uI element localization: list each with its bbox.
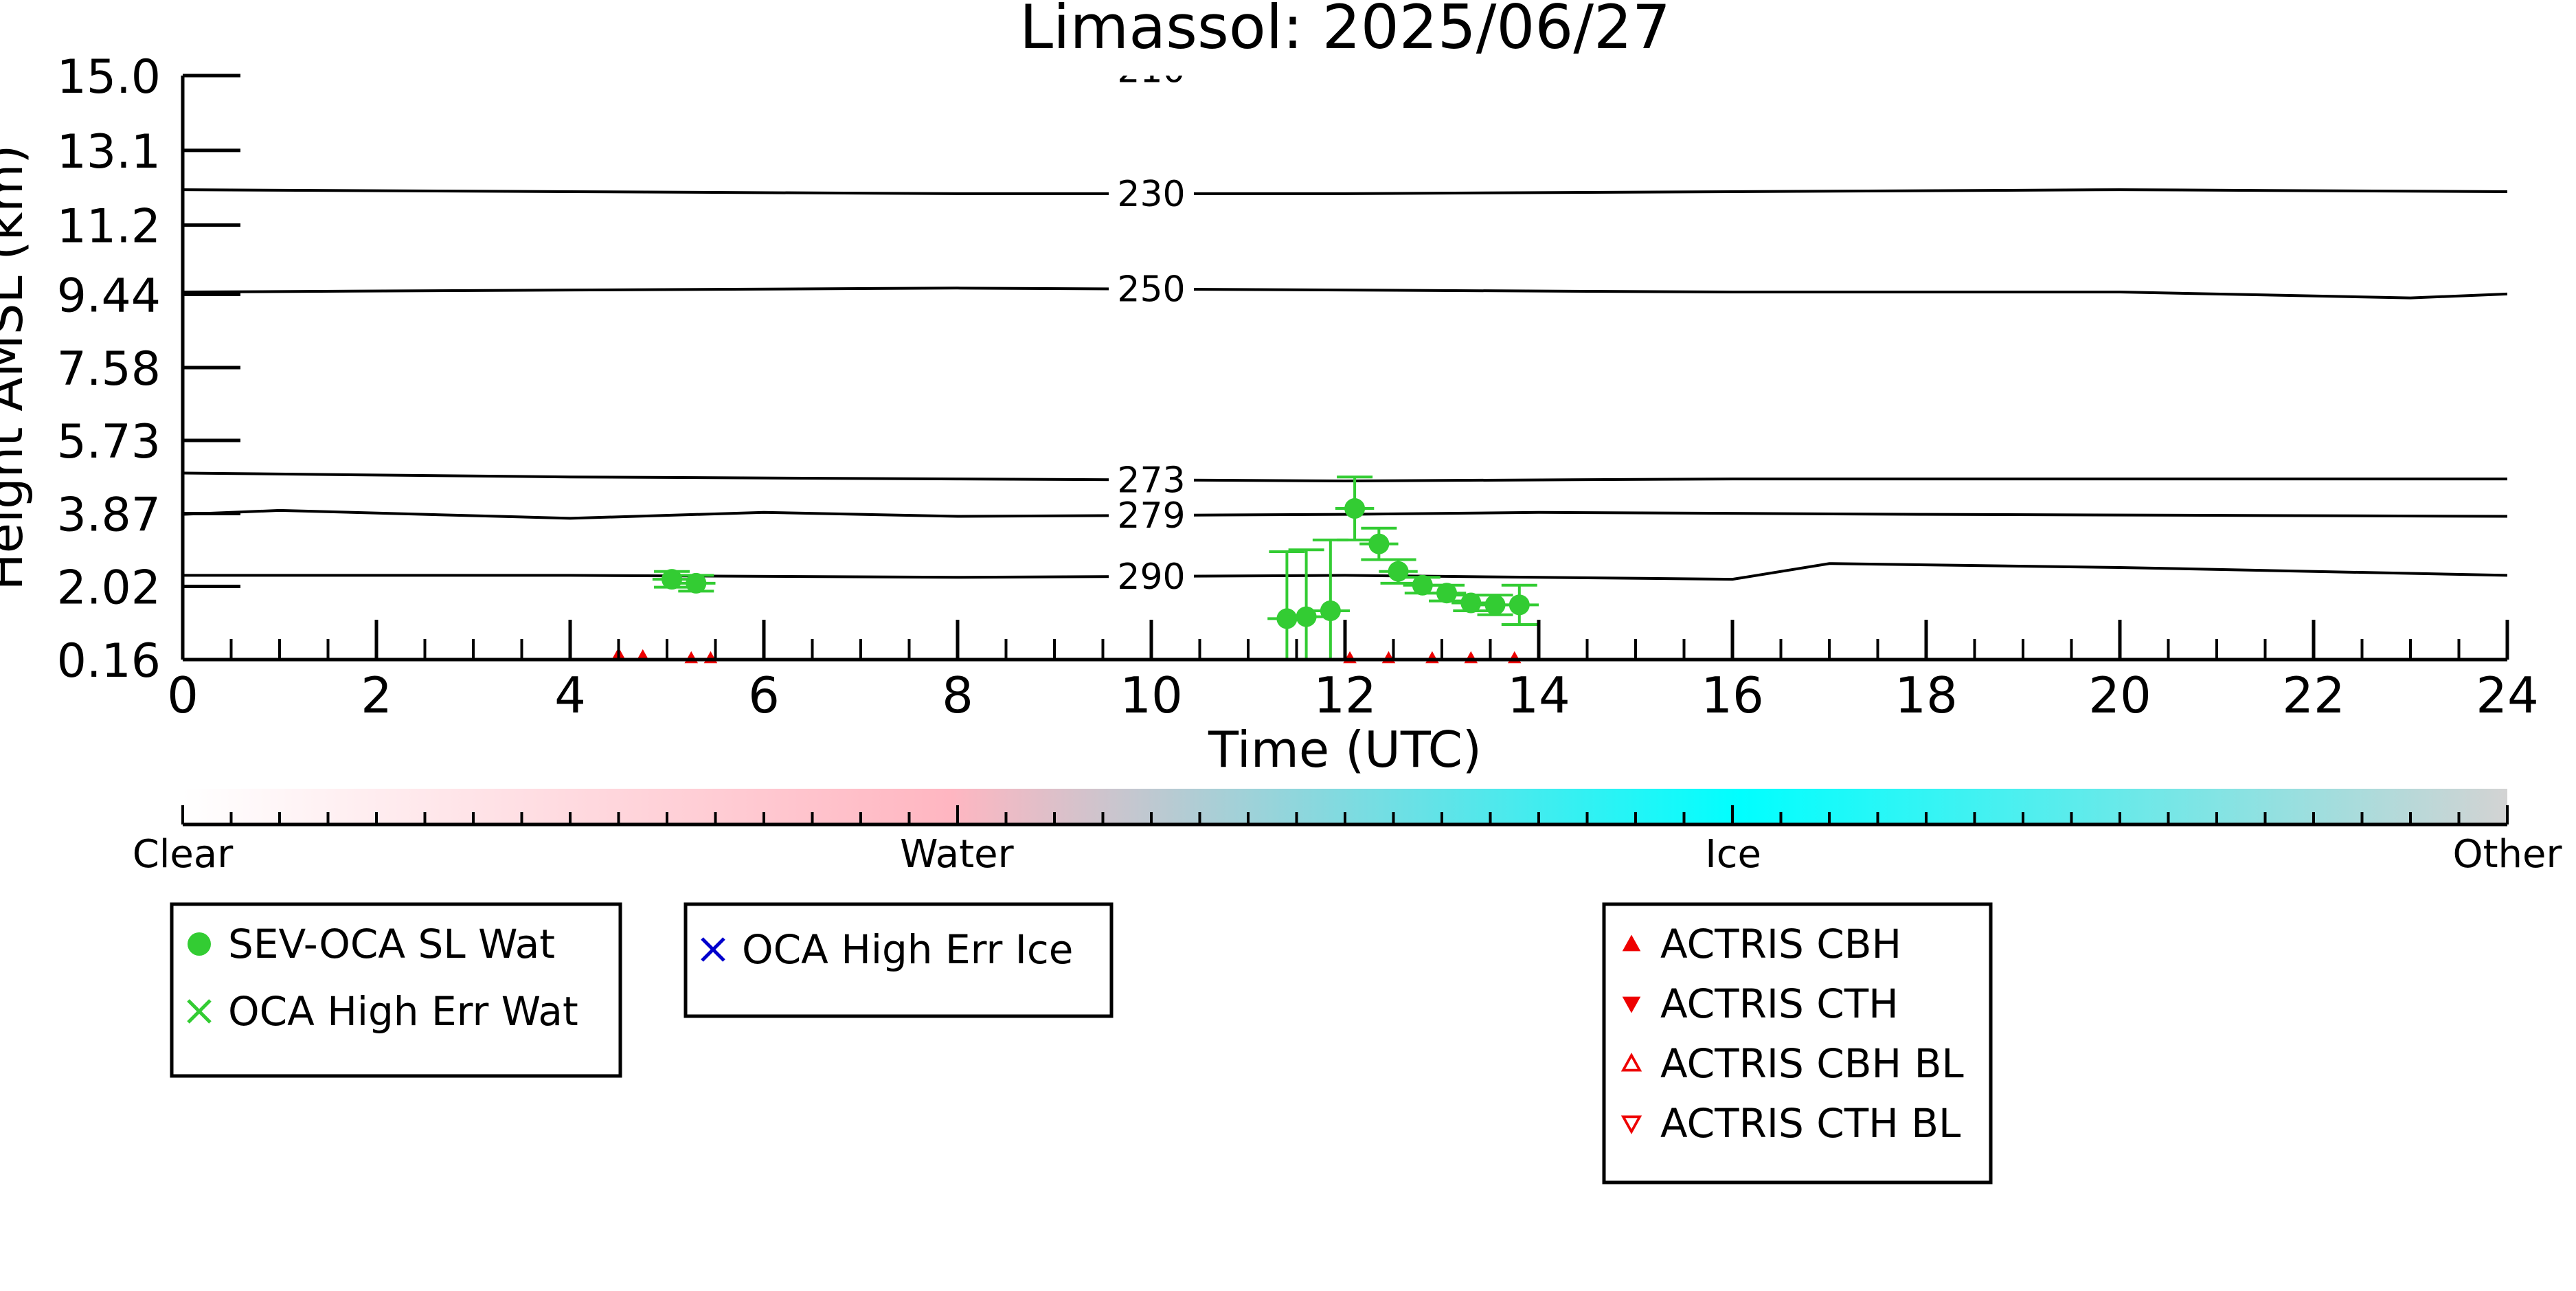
data-point [1276, 608, 1298, 629]
isotherm-line [183, 471, 2507, 482]
data-point [1509, 594, 1530, 616]
legend-label: OCA High Err Wat [228, 988, 578, 1035]
legend-frame [1602, 902, 1993, 1185]
chart-title: Limassol: 2025/06/27 [1019, 0, 1671, 63]
isotherm-line [183, 508, 2507, 520]
legend-frame [170, 902, 622, 1078]
isotherm-label-bg [1109, 76, 1194, 88]
isotherm-label: 290 [1117, 557, 1185, 598]
y-tick-label: 15.0 [57, 50, 161, 104]
colorbar-label: Ice [1705, 832, 1761, 877]
x-tick-label: 22 [2282, 666, 2345, 724]
x-tick-label: 8 [942, 666, 973, 724]
isotherm-label: 230 [1117, 174, 1185, 215]
data-point [1320, 600, 1341, 621]
legend-marker [187, 999, 212, 1024]
x-tick-label: 10 [1120, 666, 1183, 724]
legend-marker [1620, 1115, 1642, 1134]
data-point [662, 569, 683, 590]
x-tick-label: 16 [1701, 666, 1764, 724]
legend-label: ACTRIS CBH [1660, 921, 1901, 967]
data-point [1436, 583, 1458, 604]
data-point [1484, 594, 1506, 616]
colorbar-label: Other [2452, 832, 2562, 877]
x-tick-label: 0 [167, 666, 199, 724]
isotherm-line [183, 68, 2507, 70]
y-tick-label: 13.1 [57, 125, 161, 179]
legends: SEV-OCA SL Wat OCA High Err Wat OCA High E… [170, 902, 1993, 1185]
isotherm-label: 279 [1117, 495, 1185, 537]
x-tick-label: 2 [361, 666, 392, 724]
legend-box: ACTRIS CBH ACTRIS CTH ACTRIS CBH BL ACTRIS … [1602, 902, 1993, 1185]
y-tick-label: 9.44 [57, 269, 161, 323]
x-axis-label: Time (UTC) [1208, 721, 1482, 778]
data-point [1368, 533, 1390, 554]
x-tick-label: 12 [1313, 666, 1377, 724]
legend-label: OCA High Err Ice [742, 926, 1073, 973]
data-point [1412, 574, 1433, 596]
x-tick-label: 18 [1895, 666, 1958, 724]
data-point [1344, 498, 1366, 519]
y-tick-label: 3.87 [57, 489, 161, 543]
x-tick-label: 4 [554, 666, 586, 724]
isotherm-label-bg [1109, 271, 1194, 307]
legend-box: SEV-OCA SL Wat OCA High Err Wat [170, 902, 622, 1078]
data-point [1388, 561, 1409, 582]
colorbar-label: Clear [133, 832, 234, 877]
isotherm-label: 210 [1117, 49, 1185, 91]
isotherm-label-bg [1109, 558, 1194, 594]
legend-marker [188, 932, 211, 956]
legend-label: ACTRIS CTH BL [1660, 1100, 1961, 1147]
x-tick-label: 6 [748, 666, 780, 724]
legend-label: SEV-OCA SL Wat [228, 921, 555, 967]
y-axis-label: Height AMSL (km) [0, 145, 34, 591]
isotherm-label: 250 [1117, 269, 1185, 311]
isotherm-line [183, 287, 2507, 300]
legend-marker [701, 937, 725, 962]
y-tick-label: 5.73 [57, 415, 161, 469]
y-tick-label: 7.58 [57, 342, 161, 396]
x-tick-label: 14 [1507, 666, 1570, 724]
data-point [1460, 592, 1482, 614]
isotherm-label-bg [1109, 175, 1194, 212]
axes: 0 2 4 6 8 10 12 14 16 18 20 22 240.162.023.875.737.5… [57, 50, 2539, 724]
legend-frame [683, 902, 1114, 1018]
legend-marker [1622, 996, 1641, 1013]
colorbar-label: Water [900, 832, 1015, 877]
y-tick-label: 0.16 [57, 634, 161, 688]
y-tick-label: 11.2 [57, 200, 161, 254]
isotherm-line [183, 188, 2507, 195]
legend-box: OCA High Err Ice [683, 902, 1114, 1018]
legend-label: ACTRIS CTH [1660, 980, 1899, 1027]
legend-marker [1622, 934, 1641, 952]
legend-label: ACTRIS CBH BL [1660, 1040, 1964, 1087]
isotherm-label-bg [1109, 497, 1194, 534]
data-point [686, 572, 707, 594]
legend-marker [1620, 1053, 1642, 1072]
x-tick-label: 20 [2088, 666, 2151, 724]
isotherm-label: 273 [1117, 460, 1185, 502]
y-tick-label: 2.02 [57, 561, 161, 615]
isotherm-label-bg [1109, 462, 1194, 498]
colorbar: Clear Water Ice Other [133, 789, 2562, 877]
x-tick-label: 24 [2476, 666, 2539, 724]
